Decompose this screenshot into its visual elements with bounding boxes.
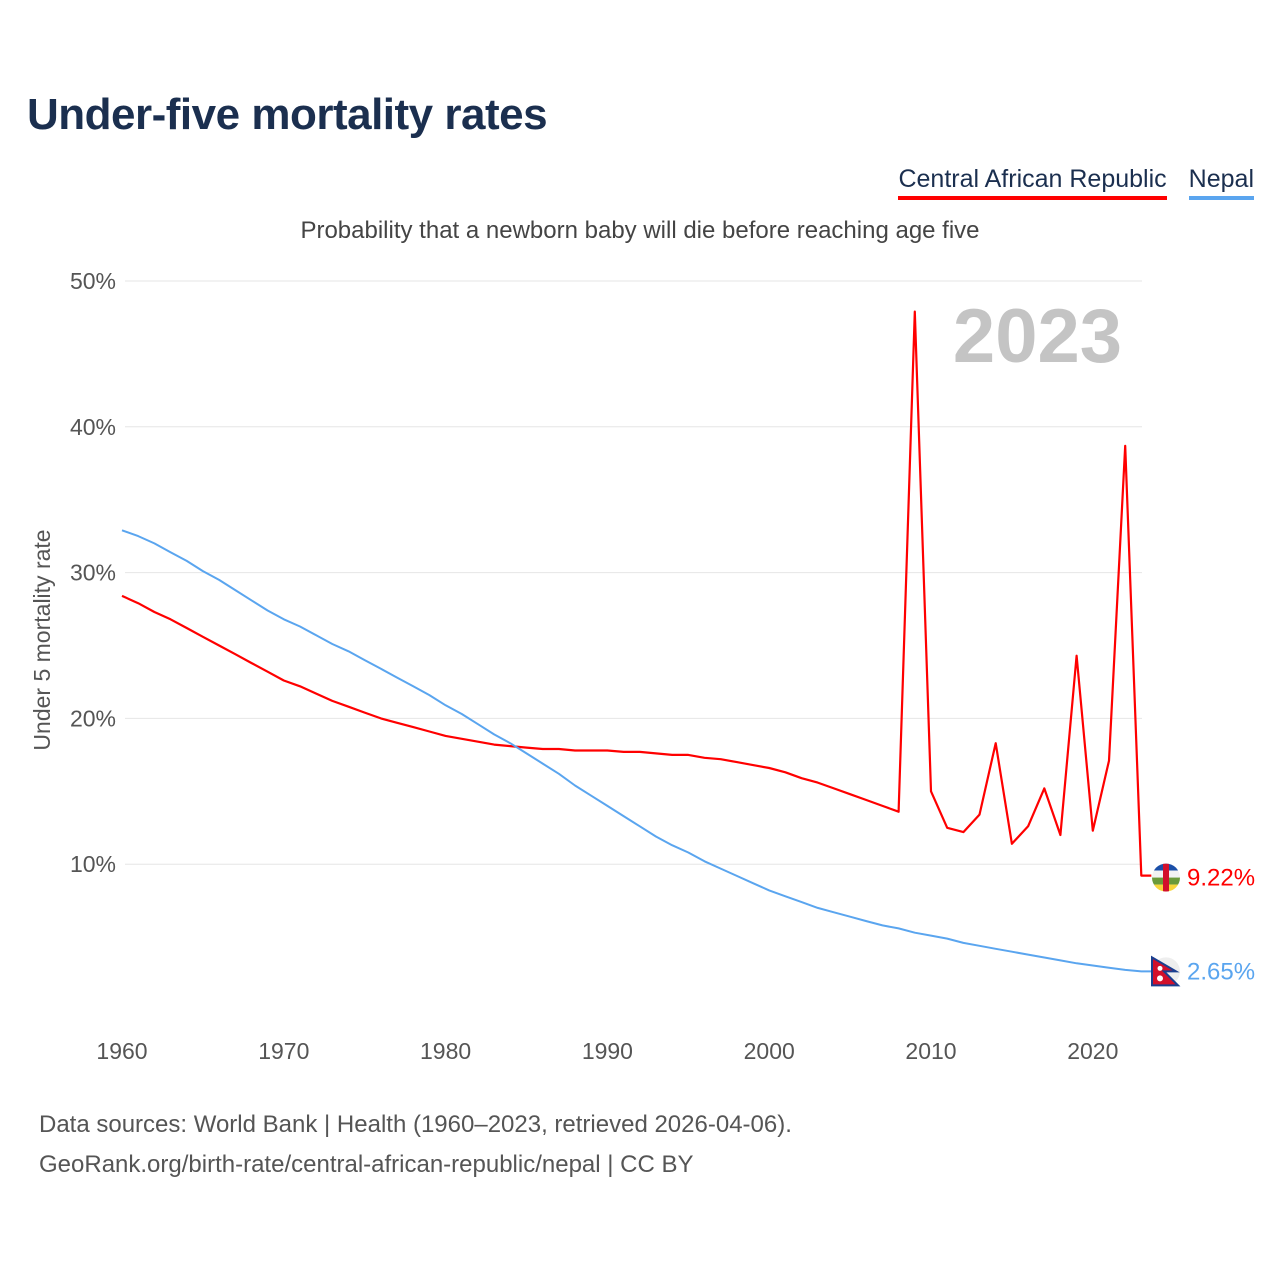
x-tick-label: 1980 [420,1038,471,1064]
data-sources: Data sources: World Bank | Health (1960–… [39,1111,792,1138]
x-tick-label: 1970 [258,1038,309,1064]
y-tick-label: 30% [70,560,116,586]
series-line-central-african-republic [121,310,1152,877]
y-tick-label: 20% [70,705,116,731]
nepal-flag-sun [1157,975,1163,982]
legend: Central African Republic Nepal [898,165,1254,200]
year-watermark: 2023 [953,294,1122,379]
y-tick-label: 40% [70,414,116,440]
y-tick-label: 50% [70,268,116,294]
legend-central-african-republic[interactable]: Central African Republic [898,165,1167,200]
legend-nepal[interactable]: Nepal [1188,165,1254,200]
x-tick-label: 1990 [582,1038,633,1064]
central-african-republic-flag-icon [1152,863,1180,892]
series-line-nepal [121,529,1152,973]
x-tick-label: 2010 [905,1038,956,1064]
y-axis-label: Under 5 mortality rate [29,529,55,750]
x-tick-label: 1960 [96,1038,147,1064]
end-value-label: 9.22% [1187,865,1255,892]
x-tick-label: 2000 [744,1038,795,1064]
nepal-flag-moon [1157,965,1163,971]
chart-subtitle: Probability that a newborn baby will die… [300,217,980,244]
chart-title: Under-five mortality rates [27,90,548,139]
y-tick-label: 10% [70,851,116,877]
footer: Data sources: World Bank | Health (1960–… [39,1105,792,1185]
x-tick-label: 2020 [1067,1038,1118,1064]
end-value-label: 2.65% [1187,958,1255,985]
source-link[interactable]: GeoRank.org/birth-rate/central-african-r… [39,1151,694,1178]
